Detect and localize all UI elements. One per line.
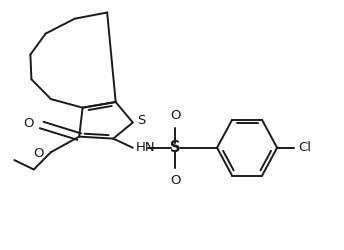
Text: S: S: [170, 140, 181, 155]
Text: O: O: [170, 174, 181, 187]
Text: O: O: [24, 116, 34, 130]
Text: O: O: [170, 109, 181, 122]
Text: O: O: [33, 147, 43, 160]
Text: S: S: [137, 114, 145, 127]
Text: Cl: Cl: [298, 141, 311, 154]
Text: HN: HN: [136, 141, 156, 154]
